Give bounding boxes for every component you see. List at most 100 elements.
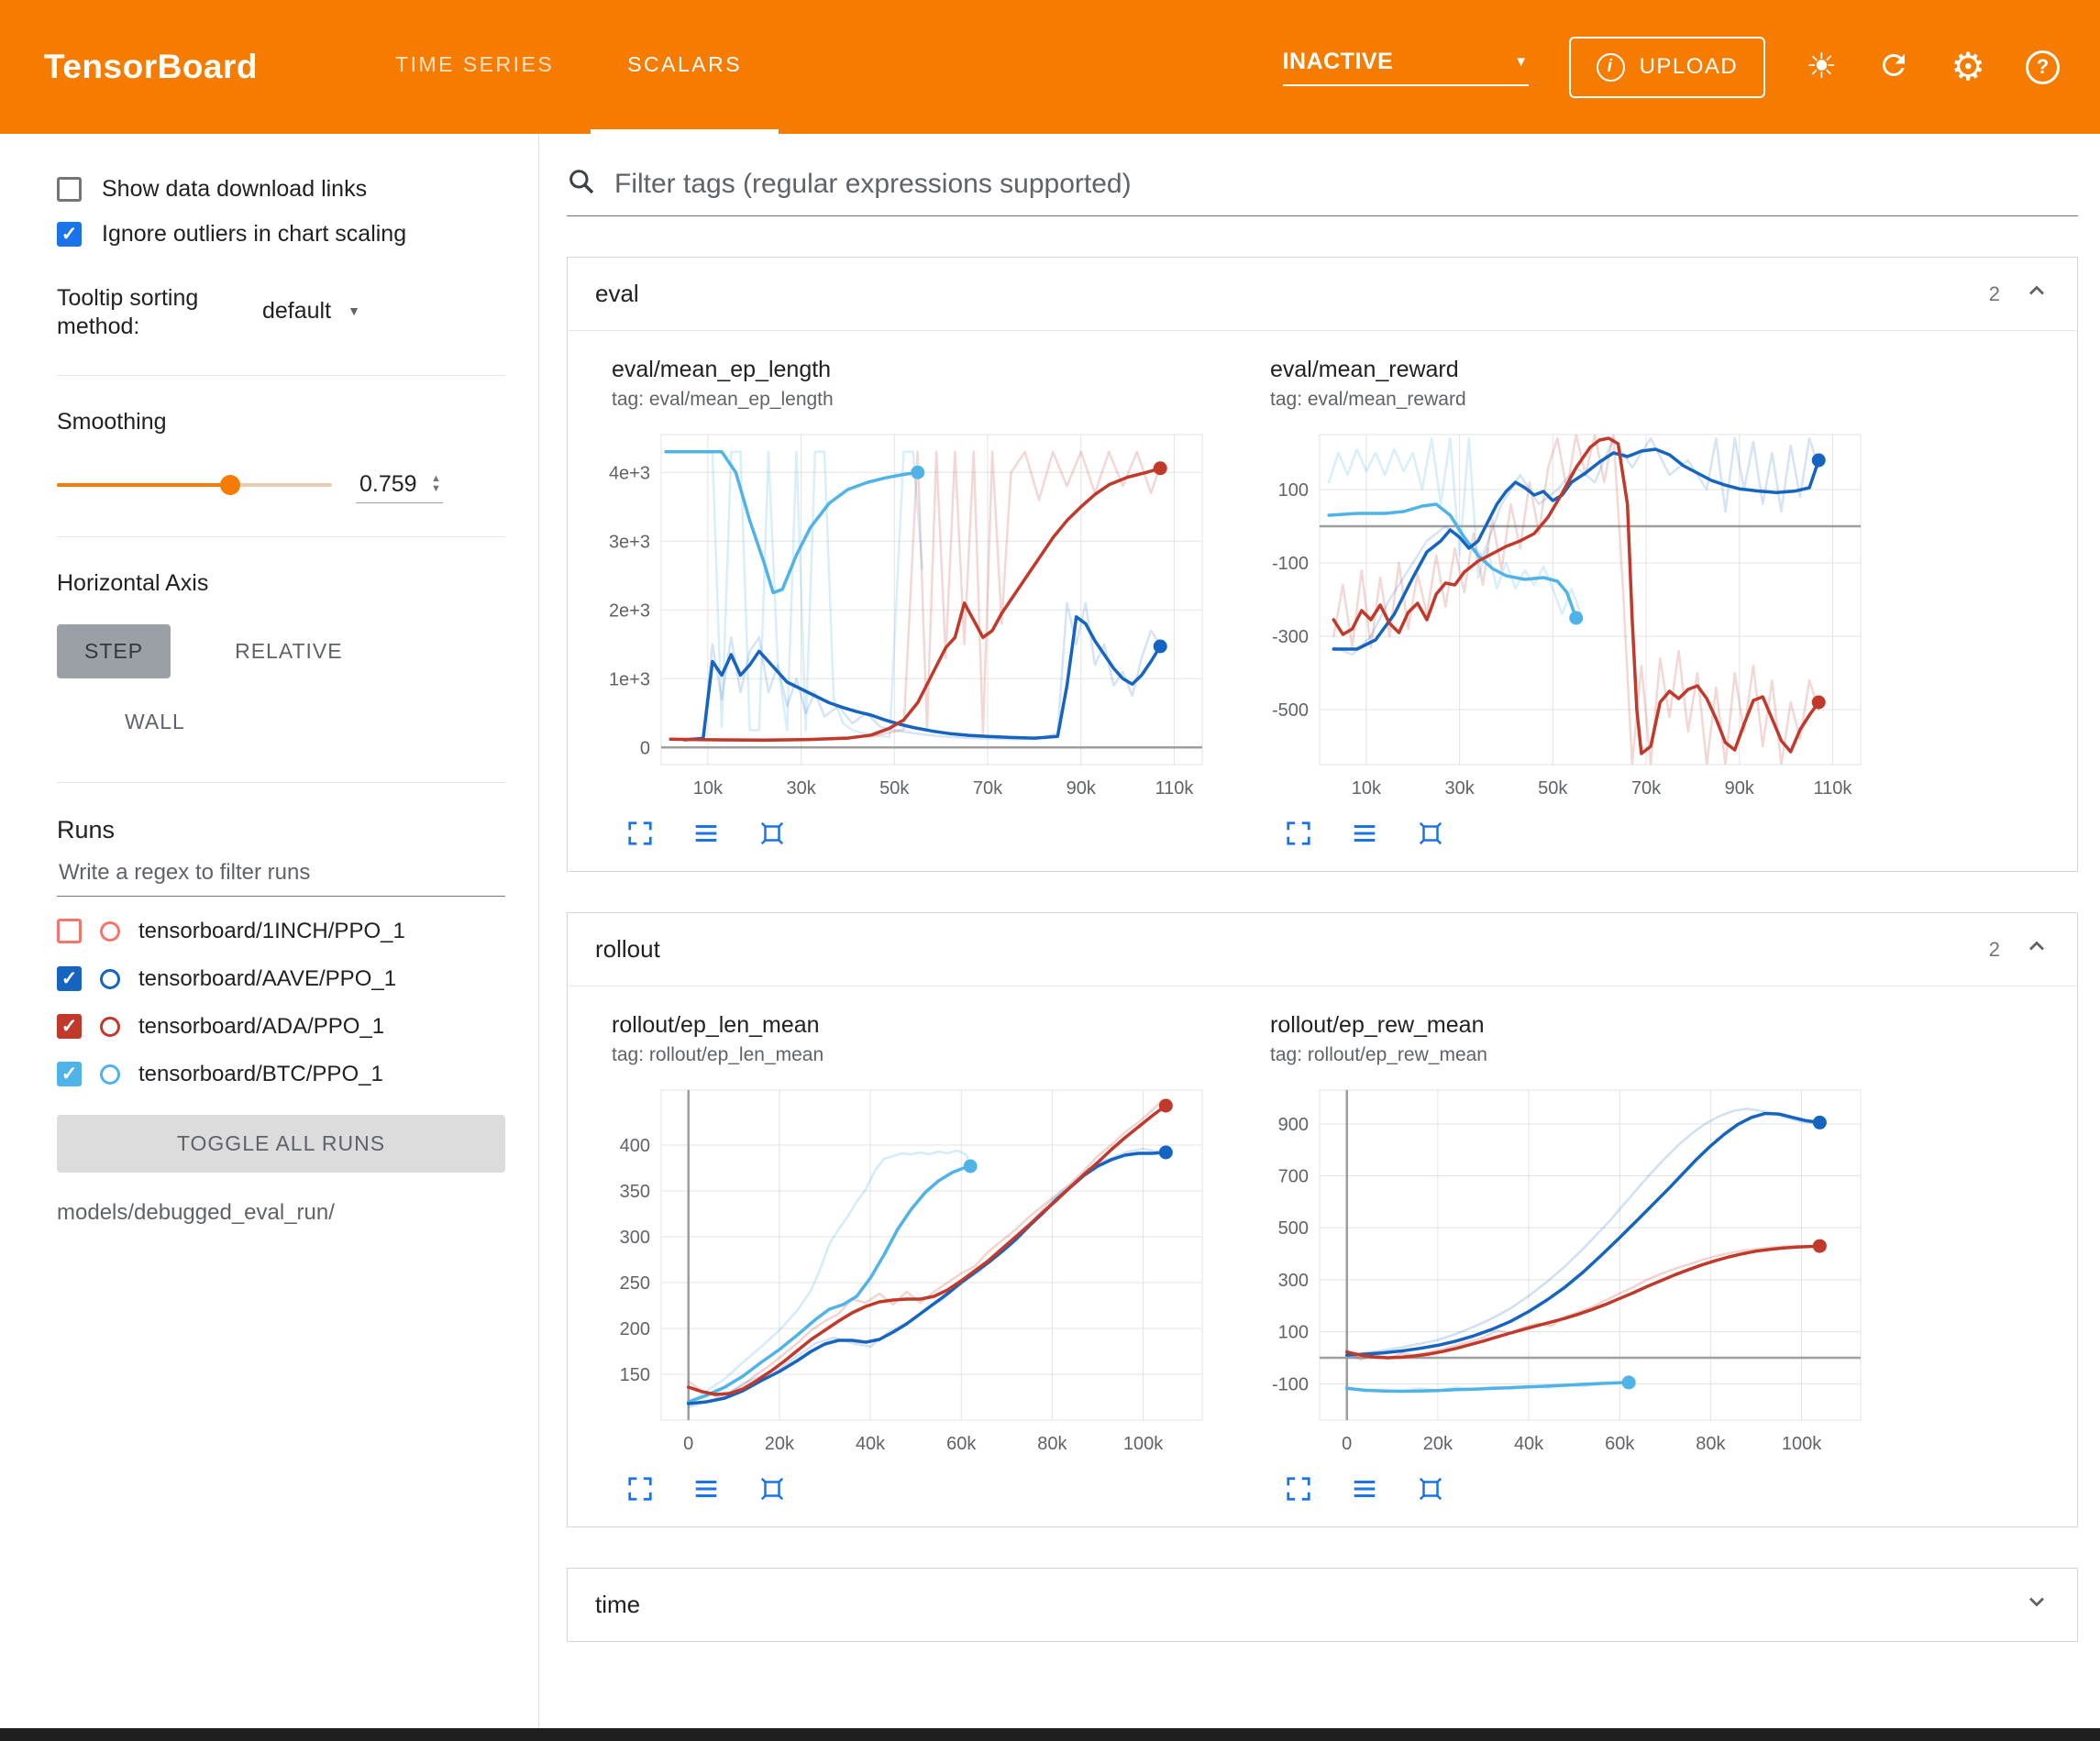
svg-text:350: 350 [620,1182,650,1202]
tooltip-sorting-label: Tooltip sorting method: [57,285,199,340]
runs-filter-input[interactable] [57,858,505,887]
runs-list-icon[interactable] [692,820,720,847]
axis-step-button[interactable]: STEP [57,623,171,678]
section-title: rollout [595,935,660,963]
section-time-header[interactable]: time [568,1569,2077,1641]
checkbox-icon [57,222,82,247]
refresh-icon[interactable] [1877,49,1910,86]
svg-text:50k: 50k [1538,778,1568,799]
brightness-icon[interactable]: ☀ [1806,48,1838,86]
status-dropdown-value: INACTIVE [1282,48,1394,74]
expand-chart-icon[interactable] [1285,820,1312,847]
stepper-icons[interactable]: ▲ ▼ [431,473,441,494]
expand-chart-icon[interactable] [626,1475,654,1503]
expand-chart-icon[interactable] [626,820,654,847]
chart-panel-ep-len-mean: rollout/ep_len_mean tag: rollout/ep_len_… [584,1012,1243,1503]
smoothing-slider[interactable] [57,474,332,496]
line-chart[interactable]: 10k 30k 50k 70k 90k 110k 0 1e+3 2e+3 3e+3 4e+3 [584,424,1217,809]
tag-filter [567,167,2078,216]
upload-button[interactable]: i UPLOAD [1568,36,1766,98]
chart-toolbar [1285,820,1901,847]
fit-domain-icon[interactable] [758,1475,786,1503]
svg-text:30k: 30k [1444,778,1475,799]
smoothing-value-box: ▲▼ [356,467,443,503]
svg-text:70k: 70k [973,778,1003,799]
run-label: tensorboard/ADA/PPO_1 [138,1013,385,1039]
run-row-aave[interactable]: tensorboard/AAVE/PPO_1 [57,966,505,992]
svg-text:100: 100 [1278,1323,1309,1343]
chart-panel-mean-reward: eval/mean_reward tag: eval/mean_reward 1… [1243,357,1901,847]
svg-text:10k: 10k [1352,778,1382,799]
smoothing-slider-knob[interactable] [220,474,240,495]
svg-text:0: 0 [683,1434,693,1454]
axis-relative-button[interactable]: RELATIVE [207,624,370,678]
run-label: tensorboard/1INCH/PPO_1 [138,918,405,943]
svg-text:10k: 10k [693,778,724,799]
line-chart[interactable]: 0 20k 40k 60k 80k 100k 150 200 250 300 350 400 [584,1079,1217,1464]
smoothing-label: Smoothing [57,408,167,435]
fit-domain-icon[interactable] [758,820,786,847]
chevron-down-icon: ▼ [348,303,360,319]
svg-text:300: 300 [1278,1271,1309,1291]
status-dropdown[interactable]: INACTIVE ▼ [1282,48,1529,86]
svg-text:60k: 60k [946,1434,977,1454]
chevron-down-icon[interactable] [2024,1589,2050,1621]
section-eval: eval 2 eval/mean_ep_length tag: eval/mea… [567,257,2078,872]
tab-time-series[interactable]: TIME SERIES [395,52,555,76]
section-rollout-body: rollout/ep_len_mean tag: rollout/ep_len_… [568,986,2077,1526]
toggle-all-runs-button[interactable]: TOGGLE ALL RUNS [57,1114,505,1173]
chart-toolbar [1285,1475,1901,1503]
run-row-ada[interactable]: tensorboard/ADA/PPO_1 [57,1014,505,1040]
run-checkbox [57,919,82,943]
checkbox-icon [57,177,82,202]
svg-text:60k: 60k [1605,1434,1635,1454]
tag-filter-input[interactable] [613,167,2078,201]
show-download-links-checkbox[interactable]: Show data download links [57,176,505,203]
runs-list-icon[interactable] [692,1475,720,1503]
help-icon[interactable]: ? [2026,50,2060,84]
tooltip-sorting-dropdown[interactable]: default ▼ [262,298,360,328]
svg-text:-100: -100 [1272,1374,1309,1394]
line-chart[interactable]: 10k 30k 50k 70k 90k 110k -500 -300 -100 100 [1243,424,1875,809]
run-row-1inch[interactable]: tensorboard/1INCH/PPO_1 [57,919,505,944]
svg-text:150: 150 [620,1365,650,1385]
section-rollout-header[interactable]: rollout 2 [568,913,2077,986]
runs-list-icon[interactable] [1351,820,1378,847]
svg-text:400: 400 [620,1136,650,1156]
smoothing-value-input[interactable] [358,469,426,499]
fit-domain-icon[interactable] [1417,820,1444,847]
run-color-ring [100,1016,120,1037]
runs-list-icon[interactable] [1351,1475,1378,1503]
run-row-btc[interactable]: tensorboard/BTC/PPO_1 [57,1062,505,1087]
settings-icon[interactable]: ⚙ [1951,45,1985,88]
svg-text:80k: 80k [1696,1434,1726,1454]
app-header: TensorBoard TIME SERIES SCALARS INACTIVE… [0,0,2100,134]
section-eval-header[interactable]: eval 2 [568,258,2077,330]
section-count: 2 [1988,937,2000,961]
svg-text:30k: 30k [786,778,816,799]
chart-tag: tag: rollout/ep_rew_mean [1270,1044,1487,1065]
tab-scalars[interactable]: SCALARS [591,0,779,134]
line-chart[interactable]: 0 20k 40k 60k 80k 100k -100 100 300 500 700 900 [1243,1079,1875,1464]
chart-panel-mean-ep-length: eval/mean_ep_length tag: eval/mean_ep_le… [584,357,1243,847]
upload-label: UPLOAD [1639,54,1739,79]
svg-text:90k: 90k [1067,778,1097,799]
smoothing-slider-fill [57,482,230,487]
chevron-up-icon[interactable] [2024,278,2050,310]
section-title: eval [595,280,639,307]
expand-chart-icon[interactable] [1285,1475,1312,1503]
chevron-up-icon[interactable] [2024,933,2050,965]
main-tabs: TIME SERIES SCALARS [359,0,779,134]
svg-text:20k: 20k [765,1434,795,1454]
slider-track [57,482,332,487]
run-label: tensorboard/AAVE/PPO_1 [138,965,397,991]
fit-domain-icon[interactable] [1417,1475,1444,1503]
svg-text:-100: -100 [1272,554,1309,574]
svg-text:100k: 100k [1782,1434,1822,1454]
svg-text:200: 200 [620,1319,650,1339]
section-title: time [595,1591,641,1618]
ignore-outliers-checkbox[interactable]: Ignore outliers in chart scaling [57,221,505,248]
svg-text:0: 0 [1342,1434,1352,1454]
svg-text:2e+3: 2e+3 [609,601,650,621]
axis-wall-button[interactable]: WALL [97,695,213,749]
